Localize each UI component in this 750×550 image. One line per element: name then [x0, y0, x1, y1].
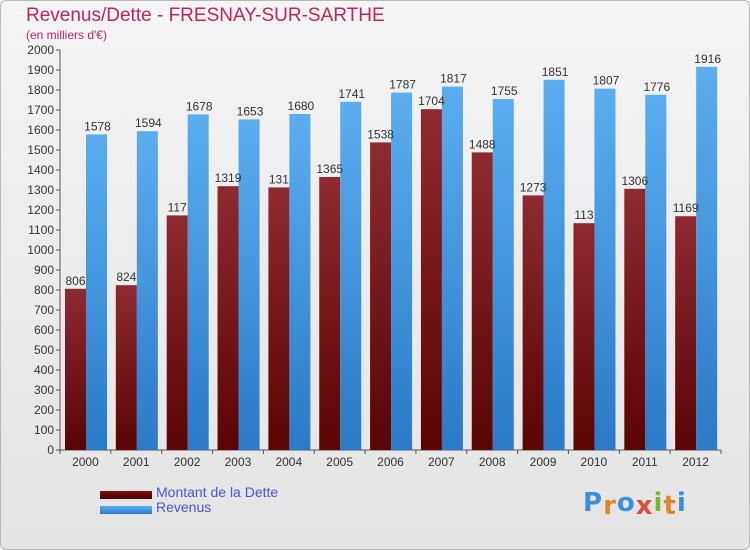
data-label: 806: [65, 274, 85, 288]
data-label: 1653: [237, 104, 264, 118]
data-label: 1273: [520, 180, 547, 194]
bar-revenus: [645, 94, 667, 451]
y-tick-label: 1700: [27, 103, 54, 117]
x-tick-label: 2010: [581, 455, 608, 469]
y-tick-label: 1800: [27, 83, 54, 97]
y-tick-label: 900: [34, 263, 54, 277]
y-tick-label: 1600: [27, 123, 54, 137]
legend-label-dette: Montant de la Dette: [156, 484, 279, 500]
data-label: 1755: [491, 84, 518, 98]
bar-dette: [573, 223, 595, 450]
y-tick-label: 1900: [27, 63, 54, 77]
data-label: 113: [574, 208, 593, 222]
x-tick-label: 2009: [530, 455, 557, 469]
bar-dette: [471, 152, 493, 450]
axes: 0 100 200 300 400 500 600 700 800 900 1000 1100 1200…: [27, 43, 722, 469]
y-tick-label: 300: [34, 383, 54, 397]
y-tick-label: 1300: [27, 183, 54, 197]
bar-revenus: [136, 131, 158, 450]
data-label: 1916: [694, 52, 721, 66]
data-label: 1678: [186, 99, 213, 113]
bar-revenus: [696, 66, 718, 451]
data-label: 1365: [316, 162, 343, 176]
x-tick-label: 2006: [377, 455, 404, 469]
data-label: 1776: [643, 80, 670, 94]
data-label: 1787: [389, 78, 416, 92]
data-label: 1306: [621, 174, 648, 188]
x-tick-label: 2007: [428, 455, 455, 469]
x-tick-label: 2001: [123, 455, 150, 469]
bar-revenus: [187, 114, 209, 451]
y-tick-label: 1400: [27, 163, 54, 177]
bar-dette: [522, 195, 544, 450]
x-tick-label: 2008: [479, 455, 506, 469]
x-tick-label: 2002: [174, 455, 201, 469]
bar-dette: [115, 285, 137, 450]
y-tick-label: 0: [47, 443, 54, 457]
data-label: 1741: [338, 87, 365, 101]
y-tick-label: 600: [34, 323, 54, 337]
bar-dette: [166, 215, 188, 450]
data-label: 1538: [367, 127, 394, 141]
y-tick-label: 100: [34, 423, 54, 437]
data-label: 1169: [673, 201, 699, 215]
chart-subtitle: (en milliers d'€): [26, 28, 107, 42]
y-tick-label: 1500: [27, 143, 54, 157]
bar-dette: [268, 187, 290, 450]
y-tick-label: 500: [34, 343, 54, 357]
bars: [65, 66, 718, 451]
bar-revenus: [543, 79, 565, 451]
bar-dette: [319, 177, 341, 450]
bar-dette: [624, 188, 646, 451]
data-label: 117: [168, 200, 187, 214]
bar-dette: [217, 186, 239, 450]
bar-dette: [65, 288, 86, 450]
bar-revenus: [391, 92, 413, 450]
y-tick-label: 700: [34, 303, 54, 317]
data-label: 1594: [135, 116, 162, 130]
bar-dette: [370, 142, 392, 450]
data-label: 1807: [593, 74, 620, 88]
x-tick-label: 2000: [72, 455, 99, 469]
data-label: 131: [269, 172, 289, 186]
bar-revenus: [441, 86, 463, 450]
data-label: 1817: [440, 72, 467, 86]
proxiti-logo: Proxiti: [583, 488, 687, 521]
x-tick-label: 2005: [326, 455, 353, 469]
x-tick-label: 2003: [225, 455, 252, 469]
data-label: 1488: [469, 137, 496, 151]
chart-title: Revenus/Dette - FRESNAY-SUR-SARTHE: [26, 5, 385, 26]
data-label: 1680: [288, 99, 315, 113]
bar-revenus: [238, 119, 260, 451]
y-tick-label: 1000: [27, 243, 54, 257]
data-label: 1851: [542, 65, 569, 79]
bar-revenus: [594, 88, 616, 450]
x-tick-label: 2012: [682, 455, 709, 469]
x-tick-label: 2004: [275, 455, 302, 469]
data-label: 1319: [215, 171, 242, 185]
y-tick-label: 2000: [27, 43, 54, 57]
legend-swatch-revenus: [100, 506, 152, 514]
data-label: 824: [116, 270, 136, 284]
y-tick-label: 1100: [28, 223, 54, 237]
bar-dette: [675, 216, 697, 450]
bar-revenus: [340, 101, 362, 451]
bar-dette: [420, 109, 442, 450]
y-tick-label: 200: [34, 403, 54, 417]
bar-revenus: [86, 134, 107, 450]
data-label: 1704: [418, 94, 445, 108]
bar-revenus: [289, 114, 311, 450]
legend-swatch-dette: [100, 491, 152, 499]
x-tick-label: 2011: [632, 455, 658, 469]
data-label: 1578: [84, 119, 111, 133]
y-tick-label: 1200: [27, 203, 54, 217]
bar-revenus: [492, 99, 514, 450]
legend-label-revenus: Revenus: [156, 499, 212, 515]
y-tick-label: 400: [34, 363, 54, 377]
y-tick-label: 800: [34, 283, 54, 297]
data-labels: 806 1578 824 1594 117 1678 1319 1653 131 1680 1365…: [65, 52, 721, 288]
